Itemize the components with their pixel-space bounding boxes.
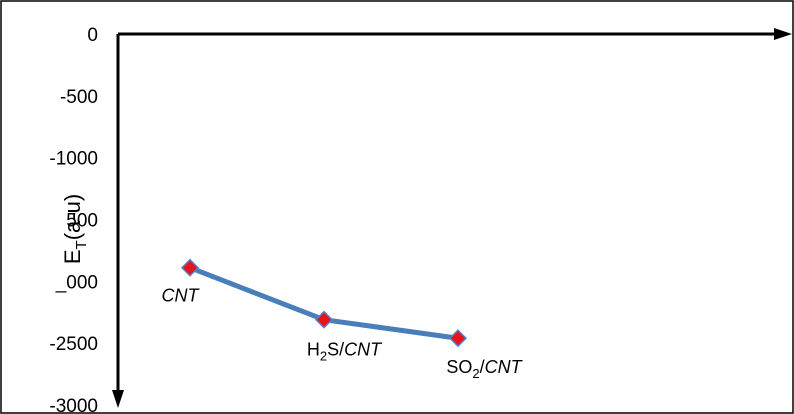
y-tick-label-3: 500 — [66, 211, 98, 232]
data-label-1-part-2: S/ — [327, 340, 344, 360]
data-label-2-part-1: 2 — [472, 366, 479, 381]
y-axis-tick-labels: 0 -500 -1000 500 _000 -2500 -3000 — [49, 25, 98, 414]
x-axis-arrowhead — [774, 28, 792, 40]
data-label-1: H2S/CNT — [307, 340, 383, 364]
data-label-2: SO2/CNT — [446, 357, 523, 381]
data-label-2-part-3: CNT — [485, 357, 524, 377]
data-label-0-part-0: CNT — [162, 286, 201, 306]
y-tick-label-6: -3000 — [49, 396, 98, 414]
data-point-2 — [448, 329, 468, 348]
data-label-1-part-1: 2 — [320, 349, 327, 364]
y-axis-label-main: E — [60, 249, 85, 264]
y-tick-label-1: -500 — [60, 87, 98, 108]
y-tick-label-5: -2500 — [49, 334, 98, 355]
y-axis-label-sub: T — [73, 240, 90, 249]
y-tick-label-4: _000 — [55, 272, 98, 293]
data-label-0: CNT — [162, 286, 201, 306]
data-point-0 — [180, 258, 200, 277]
data-label-2-part-0: SO — [446, 357, 472, 377]
data-point-1 — [314, 310, 334, 329]
y-axis-label-rest: (a-u) — [60, 194, 85, 240]
y-axis-arrowhead — [112, 390, 124, 408]
data-label-1-part-0: H — [307, 340, 320, 360]
data-label-1-part-3: CNT — [344, 340, 383, 360]
y-tick-label-2: -1000 — [49, 149, 98, 170]
data-label-2-part-2: / — [480, 357, 485, 377]
y-tick-label-0: 0 — [87, 25, 98, 46]
y-axis-label: ET(a-u) — [60, 194, 90, 264]
